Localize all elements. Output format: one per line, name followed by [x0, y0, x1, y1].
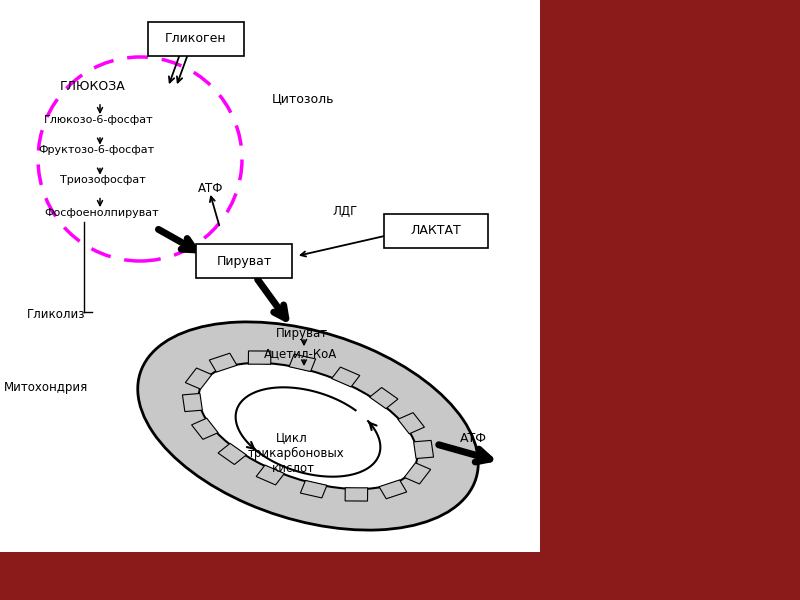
Text: АТФ: АТФ — [460, 431, 487, 445]
Text: Митохондрия: Митохондрия — [4, 380, 88, 394]
Polygon shape — [210, 353, 237, 372]
Polygon shape — [186, 368, 212, 389]
Text: ЛДГ: ЛДГ — [332, 205, 358, 218]
Text: Гликолиз: Гликолиз — [26, 308, 85, 322]
FancyBboxPatch shape — [195, 244, 293, 278]
Text: ЛАКТАТ: ЛАКТАТ — [410, 224, 462, 238]
Polygon shape — [289, 354, 316, 371]
Polygon shape — [379, 480, 406, 499]
Polygon shape — [182, 394, 202, 412]
FancyBboxPatch shape — [384, 214, 488, 248]
FancyBboxPatch shape — [0, 0, 540, 552]
Polygon shape — [248, 351, 271, 364]
Text: кислот: кислот — [272, 461, 315, 475]
Text: Фосфоенолпируват: Фосфоенолпируват — [44, 208, 158, 218]
Text: Триозофосфат: Триозофосфат — [60, 175, 146, 185]
Ellipse shape — [198, 363, 418, 489]
Polygon shape — [345, 488, 368, 501]
Polygon shape — [191, 418, 218, 439]
Polygon shape — [370, 388, 398, 409]
Text: АТФ: АТФ — [198, 182, 224, 196]
FancyBboxPatch shape — [147, 22, 245, 56]
Ellipse shape — [138, 322, 478, 530]
Polygon shape — [300, 481, 327, 498]
Polygon shape — [332, 367, 360, 387]
Text: Фруктозо-6-фосфат: Фруктозо-6-фосфат — [38, 145, 154, 155]
Text: Пируват: Пируват — [216, 254, 272, 268]
Polygon shape — [414, 440, 434, 458]
Text: трикарбоновых: трикарбоновых — [248, 446, 345, 460]
Text: Цикл: Цикл — [276, 431, 308, 445]
Polygon shape — [398, 413, 425, 434]
Text: Гликоген: Гликоген — [165, 32, 227, 46]
Text: ГЛЮКОЗА: ГЛЮКОЗА — [60, 80, 126, 94]
Text: Пируват: Пируват — [276, 326, 328, 340]
Text: Глюкозо-6-фосфат: Глюкозо-6-фосфат — [44, 115, 154, 125]
Text: Цитозоль: Цитозоль — [272, 92, 334, 106]
Polygon shape — [404, 463, 430, 484]
Text: Ацетил-КоА: Ацетил-КоА — [264, 347, 338, 361]
Polygon shape — [256, 465, 284, 485]
Polygon shape — [218, 443, 246, 464]
